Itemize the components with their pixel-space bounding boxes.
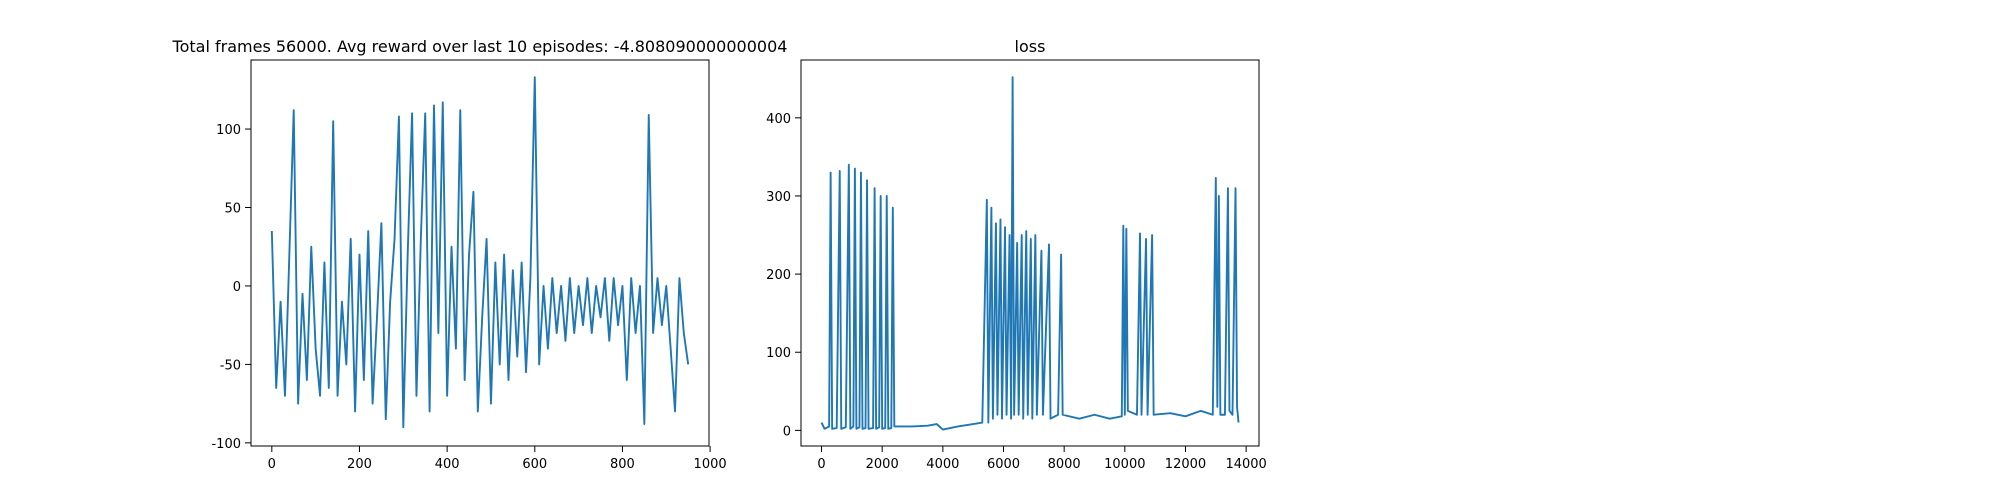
x-tick-label: 8000	[1048, 457, 1081, 472]
y-tick-label: 400	[766, 112, 791, 127]
y-tick-label: -50	[220, 358, 241, 373]
x-tick-label: 12000	[1165, 457, 1206, 472]
y-tick-label: 0	[233, 280, 241, 295]
x-tick-label: 1000	[694, 457, 727, 472]
x-tick-label: 4000	[926, 457, 959, 472]
x-tick-label: 6000	[987, 457, 1020, 472]
x-tick-label: 0	[817, 457, 825, 472]
x-tick-label: 2000	[866, 457, 899, 472]
line-series	[820, 76, 1240, 431]
chart-title: loss	[1015, 37, 1046, 56]
y-tick-label: 100	[766, 346, 791, 361]
y-tick-label: 200	[766, 268, 791, 283]
chart-title: Total frames 56000. Avg reward over last…	[172, 37, 788, 56]
y-tick-label: -100	[211, 437, 241, 452]
x-tick-label: 200	[347, 457, 372, 472]
y-tick-label: 300	[766, 190, 791, 205]
line-series	[270, 76, 690, 429]
x-tick-label: 14000	[1225, 457, 1266, 472]
x-tick-label: 600	[522, 457, 547, 472]
y-tick-label: 100	[216, 123, 241, 138]
axes-frame	[250, 59, 710, 447]
axes-frame	[800, 59, 1260, 447]
y-tick-label: 50	[224, 201, 241, 216]
x-tick-label: 0	[268, 457, 276, 472]
y-tick-label: 0	[783, 424, 791, 439]
x-tick-label: 400	[435, 457, 460, 472]
x-tick-label: 800	[610, 457, 635, 472]
x-tick-label: 10000	[1104, 457, 1145, 472]
